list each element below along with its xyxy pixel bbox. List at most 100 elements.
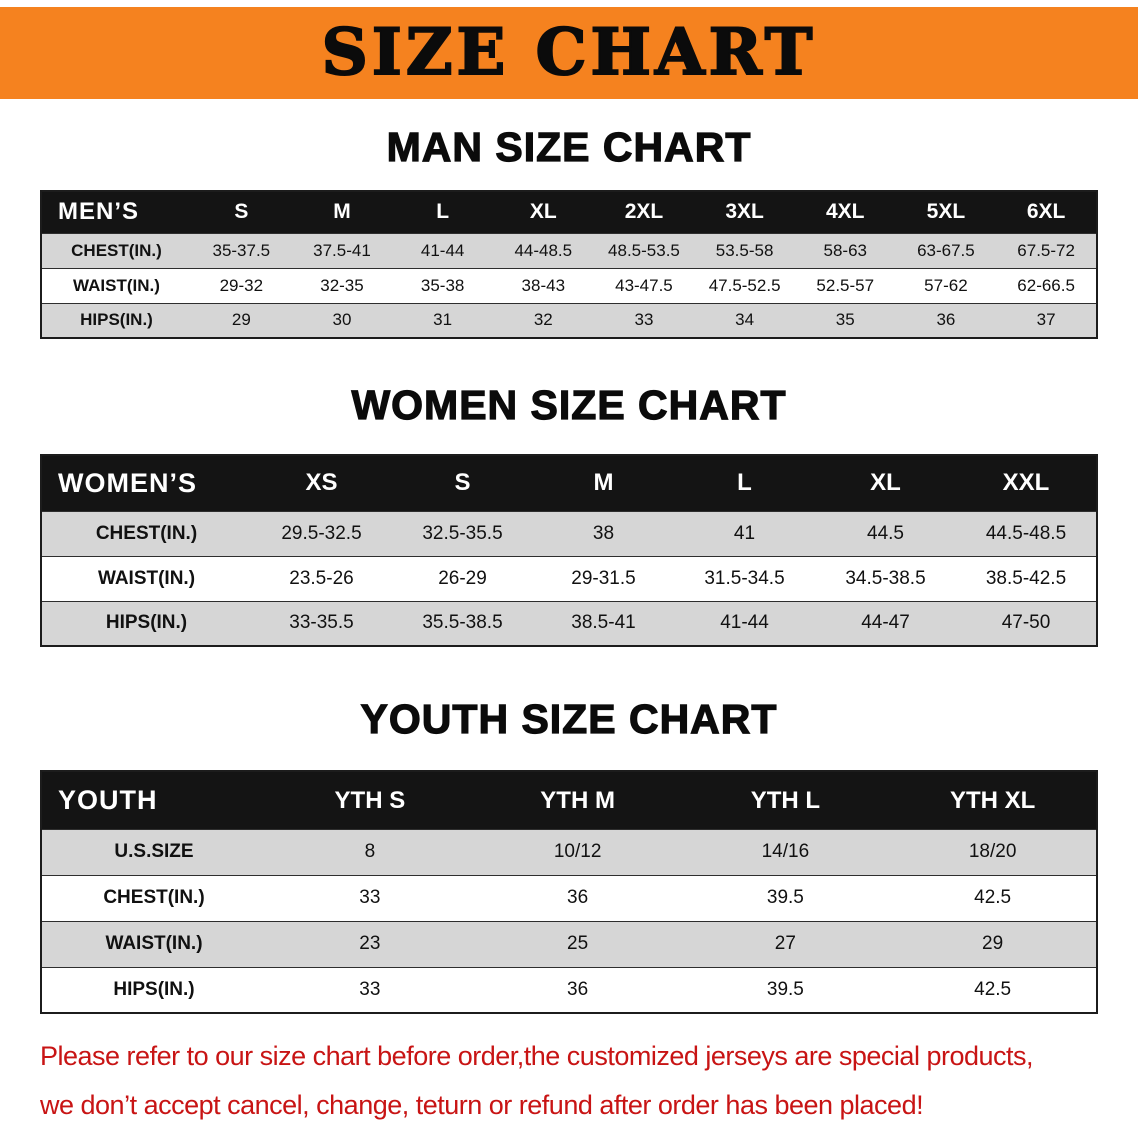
value-cell: 30 <box>291 302 393 339</box>
size-header-cell: 5XL <box>895 191 997 234</box>
value-cell: 29-32 <box>191 267 292 304</box>
size-header-cell: 2XL <box>593 191 695 234</box>
value-cell: 57-62 <box>895 267 997 304</box>
value-cell: 41-44 <box>392 232 493 269</box>
value-cell: 33 <box>266 874 474 922</box>
value-cell: 8 <box>266 828 474 876</box>
disclaimer-line-2: we don’t accept cancel, change, teturn o… <box>40 1089 924 1120</box>
disclaimer: Please refer to our size chart before or… <box>40 1032 1138 1129</box>
value-cell: 43-47.5 <box>593 267 695 304</box>
value-cell: 32-35 <box>291 267 393 304</box>
row-label-cell: WAIST(IN.) <box>41 555 251 602</box>
value-cell: 31.5-34.5 <box>674 555 815 602</box>
row-label-cell: HIPS(IN.) <box>41 302 191 339</box>
value-cell: 44.5 <box>815 510 956 557</box>
disclaimer-line-1: Please refer to our size chart before or… <box>40 1041 1034 1072</box>
row-label-cell: WAIST(IN.) <box>41 267 191 304</box>
table-row: U.S.SIZE 8 10/12 14/16 18/20 <box>41 828 1097 876</box>
value-cell: 31 <box>392 302 493 339</box>
size-header-cell: S <box>191 191 292 234</box>
value-cell: 38-43 <box>492 267 594 304</box>
size-header-cell: 3XL <box>694 191 795 234</box>
value-cell: 25 <box>473 920 682 968</box>
women-section-heading: WOMEN SIZE CHART <box>351 382 787 429</box>
value-cell: 67.5-72 <box>996 232 1097 269</box>
corner-header-cell: WOMEN’S <box>41 455 251 512</box>
size-header-cell: L <box>392 191 493 234</box>
table-row: WAIST(IN.) 29-32 32-35 35-38 38-43 43-47.5 47.… <box>41 267 1097 304</box>
table-row: HIPS(IN.) 33 36 39.5 42.5 <box>41 966 1097 1014</box>
value-cell: 48.5-53.5 <box>593 232 695 269</box>
value-cell: 14/16 <box>681 828 890 876</box>
header-row: MEN’S S M L XL 2XL 3XL 4XL 5XL 6XL <box>41 191 1097 234</box>
value-cell: 38.5-41 <box>533 600 674 647</box>
corner-header-cell: YOUTH <box>41 771 266 830</box>
value-cell: 63-67.5 <box>895 232 997 269</box>
men-section-heading: MAN SIZE CHART <box>386 124 752 170</box>
value-cell: 42.5 <box>889 874 1097 922</box>
value-cell: 39.5 <box>681 874 890 922</box>
value-cell: 44-47 <box>815 600 956 647</box>
row-label-cell: WAIST(IN.) <box>41 920 266 968</box>
table-row: CHEST(IN.) 29.5-32.5 32.5-35.5 38 41 44.5 44.5… <box>41 510 1097 557</box>
value-cell: 42.5 <box>889 966 1097 1014</box>
size-header-cell: M <box>291 191 393 234</box>
row-label-cell: CHEST(IN.) <box>41 510 251 557</box>
women-size-table: WOMEN’S XS S M L XL XXL CHEST(IN.) 29.5-32.5 32.5… <box>40 454 1098 648</box>
header-row: WOMEN’S XS S M L XL XXL <box>41 455 1097 512</box>
table-row: WAIST(IN.) 23.5-26 26-29 29-31.5 31.5-34.5 34… <box>41 555 1097 602</box>
value-cell: 37 <box>996 302 1097 339</box>
value-cell: 33-35.5 <box>251 600 392 647</box>
men-size-table: MEN’S S M L XL 2XL 3XL 4XL 5XL 6XL CHEST(IN.) 35-37… <box>40 190 1098 340</box>
value-cell: 29-31.5 <box>533 555 674 602</box>
corner-header-cell: MEN’S <box>41 191 191 234</box>
size-chart-title: SIZE CHART <box>321 15 817 90</box>
value-cell: 23 <box>266 920 474 968</box>
table-row: HIPS(IN.) 33-35.5 35.5-38.5 38.5-41 41-44 44-… <box>41 600 1097 647</box>
value-cell: 53.5-58 <box>694 232 795 269</box>
value-cell: 33 <box>593 302 695 339</box>
row-label-cell: CHEST(IN.) <box>41 874 266 922</box>
size-header-cell: XL <box>492 191 594 234</box>
size-header-cell: YTH M <box>473 771 682 830</box>
value-cell: 44-48.5 <box>492 232 594 269</box>
value-cell: 47-50 <box>956 600 1097 647</box>
size-header-cell: L <box>674 455 815 512</box>
value-cell: 23.5-26 <box>251 555 392 602</box>
value-cell: 35.5-38.5 <box>392 600 533 647</box>
size-header-cell: XL <box>815 455 956 512</box>
value-cell: 32.5-35.5 <box>392 510 533 557</box>
size-header-cell: XS <box>251 455 392 512</box>
value-cell: 36 <box>473 966 682 1014</box>
value-cell: 29 <box>191 302 292 339</box>
table-row: HIPS(IN.) 29 30 31 32 33 34 35 36 37 <box>41 302 1097 339</box>
row-label-cell: CHEST(IN.) <box>41 232 191 269</box>
size-header-cell: M <box>533 455 674 512</box>
value-cell: 36 <box>473 874 682 922</box>
value-cell: 37.5-41 <box>291 232 393 269</box>
value-cell: 34.5-38.5 <box>815 555 956 602</box>
value-cell: 39.5 <box>681 966 890 1014</box>
header-row: YOUTH YTH S YTH M YTH L YTH XL <box>41 771 1097 830</box>
size-chart-banner: SIZE CHART <box>0 7 1138 99</box>
size-header-cell: S <box>392 455 533 512</box>
table-row: WAIST(IN.) 23 25 27 29 <box>41 920 1097 968</box>
row-label-cell: HIPS(IN.) <box>41 966 266 1014</box>
row-label-cell: HIPS(IN.) <box>41 600 251 647</box>
value-cell: 35-38 <box>392 267 493 304</box>
table-row: CHEST(IN.) 33 36 39.5 42.5 <box>41 874 1097 922</box>
value-cell: 41-44 <box>674 600 815 647</box>
value-cell: 58-63 <box>794 232 896 269</box>
value-cell: 47.5-52.5 <box>694 267 795 304</box>
row-label-cell: U.S.SIZE <box>41 828 266 876</box>
youth-size-table: YOUTH YTH S YTH M YTH L YTH XL U.S.SIZE 8 10/12… <box>40 770 1098 1015</box>
value-cell: 38 <box>533 510 674 557</box>
value-cell: 26-29 <box>392 555 533 602</box>
value-cell: 29 <box>889 920 1097 968</box>
value-cell: 33 <box>266 966 474 1014</box>
value-cell: 29.5-32.5 <box>251 510 392 557</box>
size-header-cell: YTH L <box>681 771 890 830</box>
youth-section-heading: YOUTH SIZE CHART <box>360 696 778 743</box>
value-cell: 38.5-42.5 <box>956 555 1097 602</box>
